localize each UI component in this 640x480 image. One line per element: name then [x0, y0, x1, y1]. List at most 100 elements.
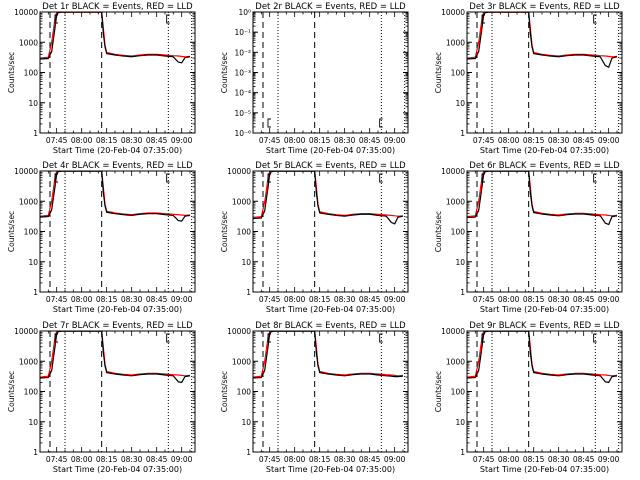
- x-tick-label: 09:00: [171, 295, 193, 304]
- flag-bracket: [379, 118, 383, 128]
- plot-frame: [39, 11, 196, 134]
- x-tick-label: 07:45: [46, 455, 68, 464]
- y-tick-label: 1000: [446, 38, 465, 47]
- y-tick-label: 1: [33, 288, 38, 297]
- panel-det-3r: Det 3r BLACK = Events, RED = LLD 1 10 100 10…: [434, 2, 623, 155]
- series-line-lld: [40, 331, 191, 378]
- y-tick-label: 100: [451, 228, 466, 237]
- plot-frame: [39, 170, 196, 293]
- x-tick-label: 09:00: [598, 295, 620, 304]
- x-tick-label: 08:15: [309, 295, 331, 304]
- y-tick-label: 1000: [19, 357, 38, 366]
- panel-title: Det 7r BLACK = Events, RED = LLD: [42, 321, 193, 331]
- x-tick-label: 09:00: [384, 455, 406, 464]
- series-line-events: [40, 331, 191, 384]
- plot-frame: [252, 170, 409, 293]
- panel-title: Det 6r BLACK = Events, RED = LLD: [469, 161, 620, 171]
- y-tick-label: 1: [246, 448, 251, 457]
- y-tick-label: 10: [241, 418, 251, 427]
- y-axis-label: Counts/sec: [220, 52, 229, 93]
- x-tick-label: 08:15: [523, 136, 545, 145]
- x-axis-label: Start Time (20-Feb-04 07:35:00): [266, 146, 395, 155]
- x-axis-label: Start Time (20-Feb-04 07:35:00): [480, 146, 609, 155]
- panel-title: Det 2r BLACK = Events, RED = LLD: [255, 2, 406, 12]
- flag-bracket: [267, 333, 271, 343]
- x-tick-label: 08:15: [309, 136, 331, 145]
- y-tick-label: 100: [24, 228, 39, 237]
- x-tick-label: 09:00: [384, 295, 406, 304]
- series-line-lld: [467, 171, 618, 218]
- y-tick-label: 10⁰: [238, 8, 251, 17]
- y-tick-label: 100: [237, 228, 252, 237]
- y-axis-label: Counts/sec: [7, 211, 16, 252]
- x-tick-label: 08:30: [121, 136, 143, 145]
- panel-det-4r: Det 4r BLACK = Events, RED = LLD 1 10 100 10…: [7, 161, 196, 314]
- y-tick-label: 100: [24, 388, 39, 397]
- series-line-lld: [253, 171, 404, 219]
- x-tick-label: 07:45: [473, 295, 495, 304]
- y-tick-label: 1000: [232, 197, 251, 206]
- plot-frame: [466, 11, 623, 134]
- flag-bracket: [379, 173, 383, 183]
- x-tick-label: 09:00: [384, 136, 406, 145]
- y-axis-label: Counts/sec: [434, 211, 443, 252]
- series-line-lld: [40, 171, 191, 217]
- y-tick-label: 10: [28, 418, 38, 427]
- flag-bracket: [54, 173, 58, 183]
- y-tick-label: 100: [237, 388, 252, 397]
- series-line-lld: [467, 331, 618, 378]
- y-tick-label: 10: [241, 258, 251, 267]
- flag-bracket: [593, 14, 597, 24]
- x-tick-label: 08:45: [359, 136, 381, 145]
- x-tick-label: 08:00: [71, 136, 93, 145]
- series-line-lld: [40, 12, 191, 59]
- panel-det-5r: Det 5r BLACK = Events, RED = LLD 1 10 100 10…: [220, 161, 409, 314]
- x-tick-label: 09:00: [598, 455, 620, 464]
- x-tick-label: 08:15: [96, 455, 118, 464]
- series-line-events: [467, 331, 618, 384]
- x-tick-label: 07:45: [46, 295, 68, 304]
- plot-frame: [252, 330, 409, 453]
- x-tick-label: 08:15: [523, 455, 545, 464]
- y-tick-label: 10⁻¹: [234, 28, 251, 37]
- flag-bracket: [54, 14, 58, 24]
- series-line-events: [40, 12, 191, 64]
- y-tick-label: 10: [455, 418, 465, 427]
- x-tick-label: 08:30: [334, 136, 356, 145]
- y-tick-label: 10⁻³: [234, 69, 251, 78]
- flag-bracket: [593, 333, 597, 343]
- y-tick-label: 1: [33, 129, 38, 138]
- x-tick-label: 08:45: [573, 136, 595, 145]
- panel-det-8r: Det 8r BLACK = Events, RED = LLD 1 10 100 10…: [220, 321, 409, 474]
- panel-det-9r: Det 9r BLACK = Events, RED = LLD 1 10 100 10…: [434, 321, 623, 474]
- y-tick-label: 10: [28, 258, 38, 267]
- y-axis-label: Counts/sec: [434, 52, 443, 93]
- x-tick-label: 08:45: [573, 455, 595, 464]
- x-tick-label: 08:15: [523, 295, 545, 304]
- x-axis-label: Start Time (20-Feb-04 07:35:00): [53, 305, 182, 314]
- x-tick-label: 08:30: [121, 295, 143, 304]
- series-line-events: [253, 171, 404, 225]
- series-line-events: [253, 331, 404, 379]
- x-tick-label: 08:45: [359, 295, 381, 304]
- x-tick-label: 08:45: [146, 136, 168, 145]
- plot-frame: [466, 170, 623, 293]
- x-tick-label: 08:45: [573, 295, 595, 304]
- panel-title: Det 5r BLACK = Events, RED = LLD: [255, 161, 406, 171]
- panel-title: Det 4r BLACK = Events, RED = LLD: [42, 161, 193, 171]
- x-axis-label: Start Time (20-Feb-04 07:35:00): [266, 305, 395, 314]
- y-tick-label: 10⁻⁶: [234, 129, 251, 138]
- y-tick-label: 10⁻⁴: [234, 89, 251, 98]
- y-tick-label: 1: [460, 448, 465, 457]
- x-tick-label: 07:45: [259, 455, 281, 464]
- flag-bracket: [481, 333, 485, 343]
- y-tick-label: 10: [28, 99, 38, 108]
- x-tick-label: 08:15: [309, 455, 331, 464]
- x-tick-label: 08:30: [334, 295, 356, 304]
- panel-det-7r: Det 7r BLACK = Events, RED = LLD 1 10 100 10…: [7, 321, 196, 474]
- series-line-lld: [467, 12, 618, 59]
- series-line-events: [467, 171, 618, 226]
- y-tick-label: 10000: [227, 167, 251, 176]
- y-axis-label: Counts/sec: [7, 52, 16, 93]
